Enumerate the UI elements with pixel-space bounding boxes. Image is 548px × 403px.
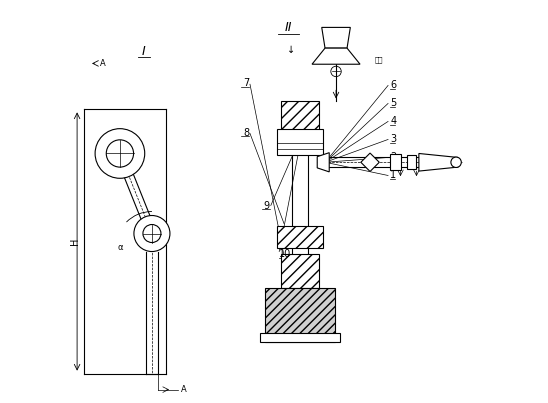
Text: 1: 1 bbox=[390, 170, 396, 181]
Text: 7: 7 bbox=[243, 79, 249, 88]
Bar bbox=[277, 129, 323, 156]
Text: ↓: ↓ bbox=[287, 45, 295, 55]
Bar bbox=[281, 102, 319, 131]
Bar bbox=[407, 156, 416, 169]
Text: 8: 8 bbox=[243, 128, 249, 138]
Polygon shape bbox=[99, 132, 141, 175]
Polygon shape bbox=[112, 146, 160, 241]
Bar bbox=[390, 154, 401, 170]
Circle shape bbox=[451, 157, 461, 168]
Text: A: A bbox=[100, 59, 106, 68]
Text: 4: 4 bbox=[390, 116, 396, 127]
Circle shape bbox=[143, 224, 161, 243]
Circle shape bbox=[134, 216, 170, 251]
Text: II: II bbox=[284, 21, 292, 34]
Text: 2: 2 bbox=[390, 152, 396, 162]
Polygon shape bbox=[322, 27, 350, 48]
Circle shape bbox=[106, 140, 134, 167]
Polygon shape bbox=[136, 218, 168, 249]
Bar bbox=[277, 226, 323, 247]
Text: 10: 10 bbox=[279, 249, 292, 259]
Text: A: A bbox=[181, 385, 186, 394]
Circle shape bbox=[95, 129, 145, 178]
Bar bbox=[260, 333, 340, 342]
Polygon shape bbox=[317, 153, 329, 172]
Bar bbox=[292, 108, 308, 288]
Polygon shape bbox=[361, 153, 379, 172]
Text: 3: 3 bbox=[390, 135, 396, 144]
Text: α: α bbox=[117, 243, 123, 252]
Text: 6: 6 bbox=[390, 81, 396, 90]
Text: 砂轮: 砂轮 bbox=[375, 56, 383, 63]
Bar bbox=[281, 253, 319, 288]
Polygon shape bbox=[312, 48, 360, 64]
Text: I: I bbox=[142, 45, 146, 58]
Text: H: H bbox=[70, 238, 79, 245]
Text: 9: 9 bbox=[264, 201, 270, 210]
Polygon shape bbox=[419, 154, 458, 171]
Bar bbox=[265, 288, 335, 342]
Text: 5: 5 bbox=[390, 98, 396, 108]
